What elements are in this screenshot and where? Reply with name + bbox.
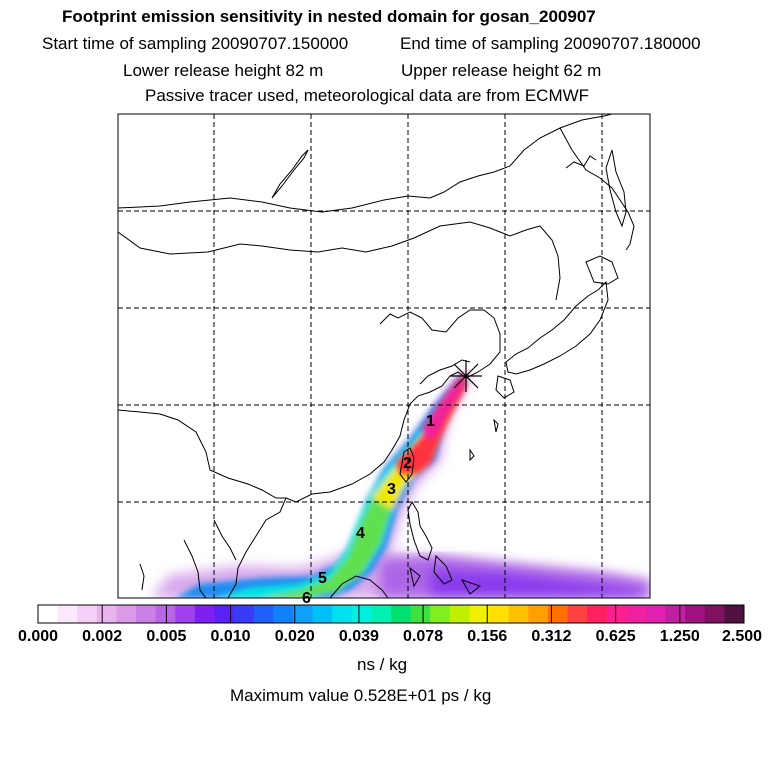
colorbar-tick-label: 0.002 bbox=[82, 628, 123, 645]
colorbar-cell bbox=[273, 605, 294, 623]
colorbar-cell bbox=[508, 605, 529, 623]
colorbar-cell bbox=[214, 605, 235, 623]
upper-release-label: Upper release height 62 m bbox=[401, 61, 602, 80]
japan-outline bbox=[505, 280, 609, 375]
colorbar-cell bbox=[528, 605, 549, 623]
colorbar-tick-label: 0.312 bbox=[531, 628, 572, 645]
colorbar-cell bbox=[351, 605, 372, 623]
tracer-note-label: Passive tracer used, meteorological data… bbox=[145, 86, 590, 105]
start-time-label: Start time of sampling 20090707.150000 bbox=[42, 34, 349, 53]
footprint-plume bbox=[150, 372, 650, 598]
colorbar-tick-label: 1.250 bbox=[659, 628, 700, 645]
borneo-outline bbox=[329, 575, 389, 598]
colorbar-cell bbox=[626, 605, 647, 623]
track-label-1: 1 bbox=[426, 413, 435, 430]
track-label-3: 3 bbox=[387, 481, 396, 498]
colorbar-cell bbox=[312, 605, 333, 623]
colorbar-cell bbox=[567, 605, 588, 623]
colorbar-cell bbox=[234, 605, 255, 623]
colorbar-cells bbox=[38, 605, 745, 623]
colorbar-cell bbox=[155, 605, 176, 623]
northern-border bbox=[118, 114, 615, 213]
colorbar-cell bbox=[645, 605, 667, 623]
track-labels: 1 2 3 4 5 6 bbox=[302, 413, 435, 607]
inner-border bbox=[118, 221, 561, 301]
colorbar-cell bbox=[449, 605, 470, 623]
colorbar-cell bbox=[96, 605, 117, 623]
colorbar-tick-label: 0.010 bbox=[210, 628, 251, 645]
colorbar-tick-label: 0.625 bbox=[595, 628, 636, 645]
colorbar-unit: ns / kg bbox=[357, 655, 408, 674]
sakhalin-outline bbox=[605, 149, 627, 228]
colorbar-cell bbox=[136, 605, 157, 623]
colorbar-tick-label: 0.156 bbox=[467, 628, 508, 645]
colorbar-tick-label: 2.500 bbox=[721, 628, 763, 645]
colorbar-cell bbox=[371, 605, 392, 623]
colorbar-cell bbox=[665, 605, 686, 623]
indochina-coast bbox=[118, 409, 287, 598]
plot-title: Footprint emission sensitivity in nested… bbox=[62, 7, 596, 26]
philippines-outline bbox=[407, 500, 433, 561]
colorbar-cell bbox=[77, 605, 98, 623]
colorbar-cell bbox=[292, 605, 314, 623]
colorbar-tick-label: 0.000 bbox=[17, 628, 59, 645]
colorbar-cell bbox=[194, 605, 215, 623]
hokkaido-outline bbox=[585, 255, 619, 285]
colorbar-tick-label: 0.005 bbox=[146, 628, 187, 645]
colorbar-cell bbox=[587, 605, 608, 623]
colorbar-cell bbox=[253, 605, 274, 623]
colorbar-tick-marks bbox=[37, 605, 745, 623]
colorbar-cell bbox=[116, 605, 137, 623]
colorbar-cell bbox=[175, 605, 196, 623]
plume-core bbox=[396, 372, 466, 474]
colorbar-cell bbox=[685, 605, 706, 623]
colorbar-tick-label: 0.078 bbox=[403, 628, 444, 645]
coastlines bbox=[118, 114, 635, 598]
taiwan-outline bbox=[399, 447, 415, 483]
colorbar-cell bbox=[606, 605, 627, 623]
colorbar-cell bbox=[410, 605, 431, 623]
colorbar-cell bbox=[704, 605, 725, 623]
track-label-2: 2 bbox=[403, 455, 412, 472]
colorbar-cell bbox=[469, 605, 490, 623]
colorbar-cell bbox=[724, 605, 745, 623]
lake-outline bbox=[271, 149, 309, 199]
colorbar-cell bbox=[57, 605, 78, 623]
colorbar-cell bbox=[38, 605, 59, 623]
track-label-6: 6 bbox=[302, 590, 311, 607]
colorbar-cell bbox=[391, 605, 412, 623]
receptor-star-icon bbox=[450, 360, 482, 392]
lower-release-label: Lower release height 82 m bbox=[123, 61, 324, 80]
colorbar-tick-label: 0.039 bbox=[338, 628, 379, 645]
track-label-5: 5 bbox=[318, 570, 327, 587]
colorbar-cell bbox=[547, 605, 568, 623]
china-coast bbox=[285, 403, 411, 503]
korea-coast bbox=[379, 309, 501, 405]
map-frame bbox=[117, 113, 651, 599]
colorbar-tick-label: 0.020 bbox=[274, 628, 315, 645]
colorbar-cell bbox=[489, 605, 510, 623]
lat-lon-grid bbox=[118, 114, 650, 598]
plume-south-spread bbox=[380, 556, 650, 598]
track-label-4: 4 bbox=[356, 525, 365, 542]
maximum-value-label: Maximum value 0.528E+01 ps / kg bbox=[230, 686, 492, 705]
colorbar-cell bbox=[430, 605, 451, 623]
end-time-label: End time of sampling 20090707.180000 bbox=[400, 34, 701, 53]
colorbar-cell bbox=[332, 605, 353, 623]
